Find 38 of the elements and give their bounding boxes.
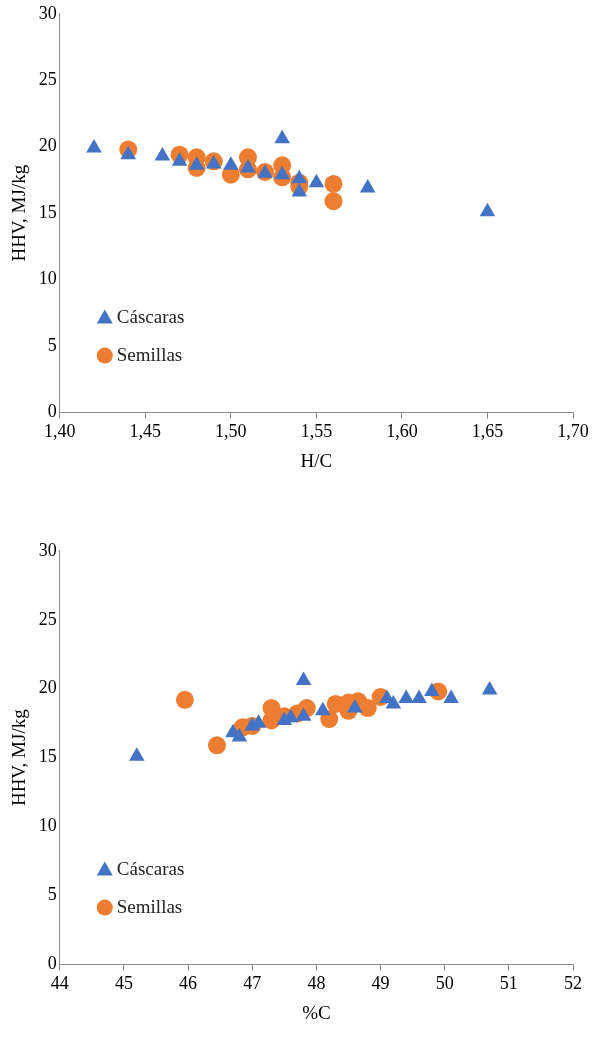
y-tick-label: 0 [47, 953, 57, 974]
x-tick-label: 46 [179, 973, 198, 994]
y-tick-label: 5 [47, 334, 57, 355]
x-tick-label: 47 [243, 973, 262, 994]
y-tick-label: 15 [38, 201, 57, 222]
x-tick-label: 44 [50, 973, 69, 994]
x-tick-label: 45 [114, 973, 133, 994]
y-tick-label: 5 [47, 884, 57, 905]
y-tick-label: 30 [38, 2, 57, 23]
legend-label: Semillas [116, 895, 183, 917]
x-tick-label: 1,70 [557, 421, 589, 442]
legend-label: Cáscaras [116, 857, 185, 879]
x-tick-label: 1,60 [386, 421, 418, 442]
x-tick-label: 1,65 [471, 421, 504, 442]
y-tick-label: 20 [38, 677, 57, 698]
x-tick-label: 51 [499, 973, 518, 994]
y-tick-label: 30 [38, 539, 57, 560]
y-tick-label: 25 [38, 608, 57, 629]
x-tick-label: 49 [371, 973, 390, 994]
y-tick-label: 25 [38, 69, 57, 89]
x-tick-label: 1,40 [44, 421, 76, 442]
x-axis-title: H/C [300, 449, 333, 471]
y-tick-label: 15 [38, 746, 57, 767]
y-tick-label: 20 [38, 135, 57, 156]
x-axis-title: %C [302, 1001, 331, 1023]
x-tick-label: 1,45 [129, 421, 162, 442]
y-axis-title: HHV, MJ/kg [8, 164, 30, 262]
y-tick-label: 0 [47, 401, 57, 422]
legend-label: Semillas [116, 343, 183, 365]
y-tick-label: 10 [38, 815, 57, 836]
y-tick-label: 10 [38, 268, 57, 289]
x-tick-label: 1,55 [300, 421, 333, 442]
x-tick-label: 50 [435, 973, 454, 994]
x-tick-label: 1,50 [215, 421, 247, 442]
legend-label: Cáscaras [116, 305, 185, 327]
y-axis-title: HHV, MJ/kg [8, 708, 30, 807]
x-tick-label: 52 [564, 973, 582, 994]
x-tick-label: 48 [307, 973, 326, 994]
